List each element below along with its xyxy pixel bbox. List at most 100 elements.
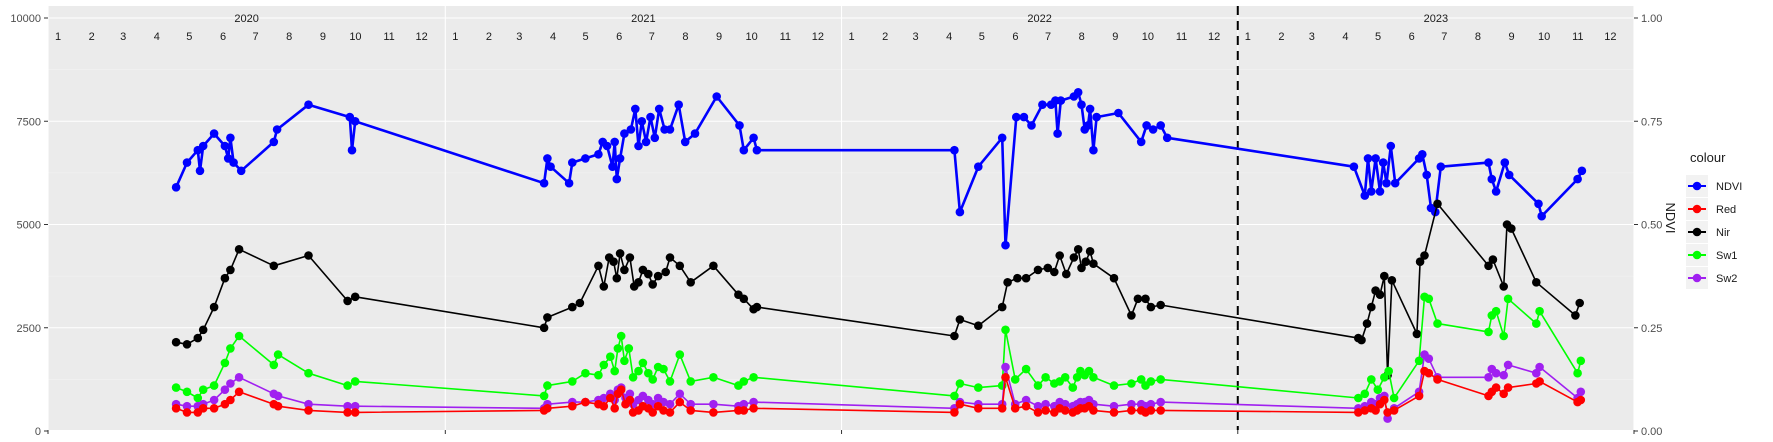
data-point [1383, 408, 1392, 417]
series-ndvi [171, 88, 1587, 250]
data-point [1114, 108, 1123, 118]
data-point [1001, 240, 1010, 250]
data-point [1060, 406, 1070, 415]
data-point [304, 100, 313, 109]
data-point [1380, 395, 1389, 405]
data-point [974, 162, 983, 171]
data-point [616, 331, 626, 341]
data-point [1089, 259, 1098, 269]
right-axis-title: NDVI [1663, 202, 1678, 233]
data-point [1041, 373, 1050, 382]
data-point [1069, 253, 1079, 262]
data-point [599, 282, 609, 291]
data-point [955, 315, 965, 324]
data-point [1367, 375, 1376, 384]
data-point [1001, 373, 1010, 382]
data-point [1156, 121, 1165, 130]
data-point [1573, 174, 1582, 184]
data-point [343, 296, 352, 306]
data-point [613, 344, 623, 353]
data-point [1109, 401, 1119, 411]
data-point [1354, 393, 1363, 403]
legend-label: Sw2 [1716, 273, 1737, 285]
data-point [209, 395, 219, 405]
data-point [644, 269, 653, 279]
month-label: 5 [1375, 31, 1381, 43]
data-point [350, 377, 360, 386]
month-label: 6 [616, 31, 622, 43]
data-point [628, 373, 638, 382]
data-point [182, 408, 192, 417]
data-point [686, 278, 695, 287]
data-point [709, 399, 718, 409]
y-left-tick-label: 10000 [10, 13, 41, 25]
data-point [1001, 362, 1010, 372]
data-point [1133, 294, 1143, 304]
y-left-tick-label: 0 [35, 426, 41, 438]
data-point [1412, 329, 1422, 339]
data-point [1077, 100, 1086, 109]
data-point [648, 408, 657, 417]
data-point [350, 292, 360, 302]
data-point [568, 401, 577, 411]
series-sw1 [171, 292, 1586, 403]
data-point [612, 273, 622, 283]
data-point [661, 267, 670, 277]
y-left-tick-label: 5000 [17, 220, 41, 232]
data-point [1424, 294, 1434, 304]
data-point [1367, 302, 1376, 312]
month-label: 1 [452, 31, 458, 43]
data-point [610, 404, 619, 413]
data-point [1156, 397, 1165, 407]
data-point [749, 133, 758, 143]
month-label: 3 [120, 31, 126, 43]
data-point [749, 404, 758, 413]
data-point [193, 393, 203, 403]
data-point [1060, 373, 1070, 382]
data-point [234, 245, 244, 254]
month-label: 11 [1176, 31, 1187, 43]
data-point [608, 162, 617, 171]
data-point [1085, 104, 1095, 114]
data-point [1499, 370, 1508, 380]
data-point [1573, 368, 1582, 378]
grid [47, 6, 1635, 432]
data-point [350, 117, 360, 126]
data-point [234, 387, 244, 397]
data-point [1499, 282, 1508, 291]
data-point [1503, 360, 1513, 370]
data-point [1360, 389, 1370, 399]
data-point [641, 137, 651, 147]
data-point [644, 368, 653, 378]
y-right-tick-label: 0.75 [1641, 116, 1662, 128]
data-point [220, 358, 230, 368]
data-point [1146, 406, 1156, 415]
data-point [171, 183, 181, 192]
data-point [1433, 199, 1442, 209]
data-point [1056, 96, 1066, 105]
data-point [1535, 377, 1544, 386]
data-point [220, 141, 230, 151]
data-point [182, 158, 192, 167]
month-label: 5 [583, 31, 589, 43]
data-point [1484, 261, 1493, 271]
data-point [539, 178, 549, 188]
year-label: 2022 [1027, 13, 1051, 25]
month-label: 7 [1441, 31, 1447, 43]
month-label: 1 [55, 31, 61, 43]
data-point [543, 404, 552, 413]
data-point [1504, 170, 1514, 180]
data-point [950, 331, 959, 341]
legend-label: NDVI [1716, 181, 1742, 193]
data-point [568, 158, 577, 167]
data-point [615, 154, 625, 163]
data-point [543, 381, 552, 390]
data-point [539, 323, 549, 333]
data-point [1033, 408, 1043, 417]
data-point [634, 141, 643, 151]
data-point [1127, 399, 1136, 409]
data-point [1484, 327, 1493, 337]
data-point [648, 280, 657, 289]
data-point [654, 104, 664, 114]
data-point [171, 337, 181, 347]
